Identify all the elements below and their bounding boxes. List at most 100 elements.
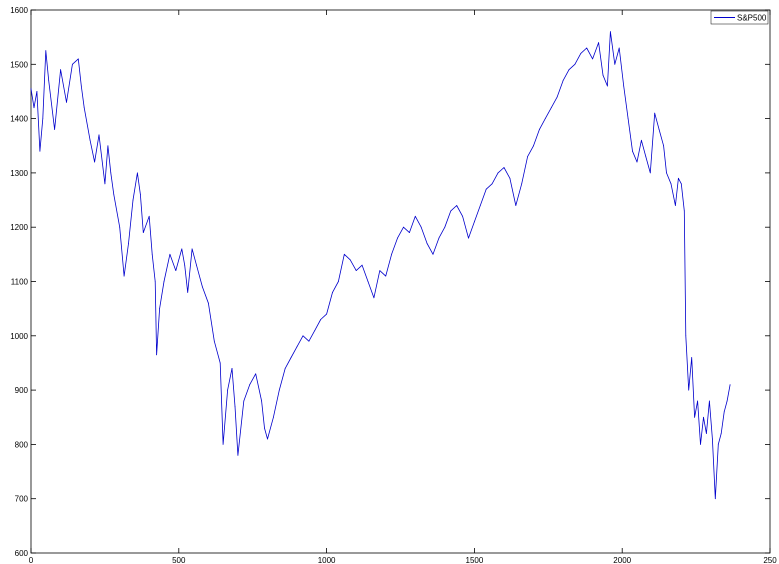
- data-point: [231, 368, 233, 369]
- data-point: [614, 63, 616, 65]
- data-point: [533, 145, 534, 147]
- data-point: [426, 243, 428, 244]
- data-point: [267, 438, 268, 440]
- data-point: [663, 145, 664, 147]
- data-point: [678, 177, 679, 179]
- data-point: [89, 139, 91, 141]
- data-point: [296, 346, 298, 348]
- data-point: [409, 232, 410, 234]
- data-point: [163, 281, 165, 282]
- data-point: [119, 226, 121, 228]
- data-point: [36, 91, 38, 92]
- data-point: [278, 389, 280, 391]
- data-point: [42, 118, 44, 119]
- data-point: [717, 444, 719, 445]
- data-point: [373, 297, 375, 299]
- data-point: [83, 107, 85, 109]
- data-point: [326, 313, 327, 315]
- data-point: [128, 243, 129, 244]
- x-tick-label: 250: [763, 556, 777, 564]
- data-point: [539, 129, 540, 130]
- data-point: [456, 205, 458, 206]
- legend-box: [710, 10, 769, 25]
- data-point: [385, 275, 387, 277]
- data-point: [509, 177, 511, 179]
- data-point: [610, 31, 611, 33]
- y-tick-label: 700: [15, 495, 29, 504]
- data-point: [712, 438, 713, 440]
- x-tick-label: 1500: [466, 556, 484, 564]
- data-point: [703, 416, 704, 418]
- data-point: [148, 215, 150, 217]
- data-point: [654, 112, 656, 114]
- data-point: [243, 400, 245, 402]
- data-point: [688, 389, 690, 391]
- y-tick-label: 1600: [10, 6, 28, 15]
- data-point: [444, 226, 446, 228]
- data-point: [497, 172, 499, 174]
- data-point: [556, 96, 558, 98]
- data-point: [202, 286, 203, 288]
- data-point: [349, 259, 351, 261]
- y-tick-label: 800: [15, 440, 29, 449]
- data-point: [726, 400, 728, 402]
- data-point: [33, 107, 35, 109]
- data-point: [54, 129, 55, 130]
- data-point: [156, 354, 158, 356]
- data-point: [694, 416, 695, 418]
- data-point: [343, 253, 345, 255]
- data-point: [675, 205, 676, 206]
- data-point: [685, 335, 687, 337]
- data-point: [666, 172, 667, 174]
- data-point: [474, 221, 475, 223]
- data-point: [175, 270, 177, 271]
- data-point: [706, 433, 707, 434]
- data-point: [355, 270, 357, 271]
- data-point: [113, 194, 115, 196]
- data-point: [503, 167, 505, 168]
- y-tick-label: 900: [15, 386, 29, 395]
- data-point: [132, 199, 134, 201]
- data-point: [48, 80, 50, 81]
- data-point: [723, 411, 725, 413]
- data-point: [397, 237, 398, 239]
- x-tick-label: 2000: [613, 556, 631, 564]
- data-point: [98, 134, 100, 136]
- data-point: [184, 264, 186, 266]
- data-point: [234, 406, 236, 407]
- data-point: [550, 107, 552, 109]
- data-point: [379, 270, 381, 271]
- data-point: [219, 362, 221, 364]
- data-point: [181, 248, 183, 250]
- plot-area: [30, 9, 771, 554]
- legend: S&P500: [710, 10, 769, 25]
- y-tick-label: 1300: [10, 169, 28, 178]
- data-point: [420, 226, 422, 228]
- data-point: [700, 444, 701, 445]
- data-point: [618, 47, 620, 49]
- y-tick-label: 600: [15, 549, 29, 558]
- data-point: [697, 400, 698, 402]
- data-point: [169, 253, 171, 255]
- data-point: [72, 63, 73, 65]
- data-point: [580, 53, 582, 54]
- data-point: [142, 232, 144, 234]
- data-point: [623, 85, 625, 87]
- data-point: [450, 210, 452, 212]
- data-point: [249, 384, 251, 386]
- y-tick-label: 1100: [11, 278, 29, 287]
- data-point: [598, 42, 599, 43]
- data-point: [196, 264, 197, 266]
- data-point: [107, 145, 109, 147]
- data-point: [574, 63, 576, 65]
- data-point: [607, 85, 608, 87]
- data-point: [237, 454, 239, 456]
- data-point: [568, 69, 570, 71]
- data-point: [284, 368, 286, 369]
- data-point: [632, 150, 633, 152]
- data-point: [154, 281, 156, 282]
- data-point: [264, 427, 265, 429]
- data-point: [468, 237, 469, 239]
- legend-label: S&P500: [737, 14, 767, 23]
